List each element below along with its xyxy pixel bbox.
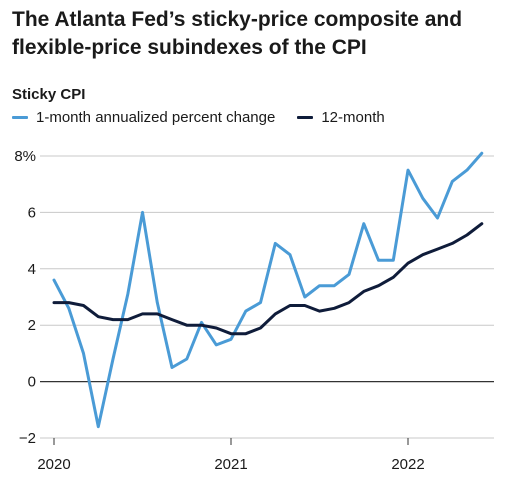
x-tick-label: 2020 [37, 456, 70, 473]
legend-swatch-1month [12, 115, 28, 119]
series-line-1month [52, 151, 484, 429]
y-tick-label: 4 [28, 261, 36, 278]
legend: 1-month annualized percent change 12-mon… [12, 108, 407, 126]
series-line-12month [52, 222, 484, 336]
chart-title: The Atlanta Fed’s sticky-price composite… [12, 8, 463, 59]
legend-item-12month: 12-month [297, 108, 385, 126]
legend-label-1month: 1-month annualized percent change [36, 108, 276, 126]
x-tick-label: 2022 [391, 456, 424, 473]
y-tick-label: 2 [28, 317, 36, 334]
chart-subtitle: Sticky CPI [12, 86, 86, 103]
y-tick-label: 8% [14, 148, 36, 165]
legend-label-12month: 12-month [321, 108, 385, 126]
y-tick-label: −2 [19, 430, 36, 447]
y-tick-label: 0 [28, 374, 36, 391]
legend-item-1month: 1-month annualized percent change [12, 109, 275, 126]
legend-swatch-12month [297, 115, 314, 119]
y-tick-label: 6 [28, 204, 36, 221]
x-tick-label: 2021 [214, 456, 247, 473]
